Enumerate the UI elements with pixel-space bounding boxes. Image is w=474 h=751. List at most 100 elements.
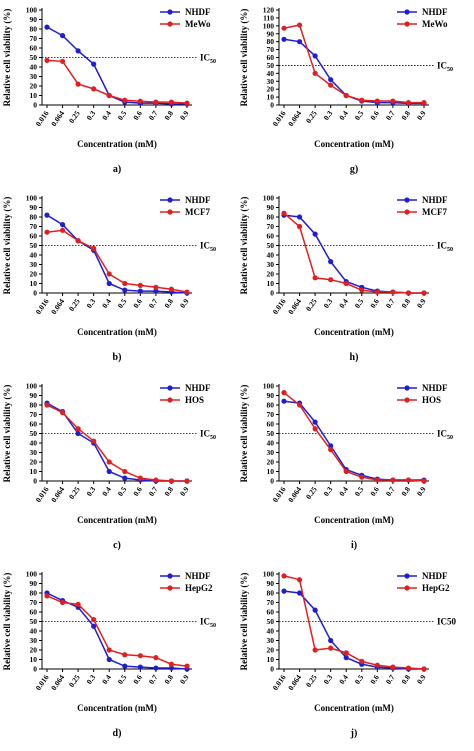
x-axis-title: Concentration (mM) (77, 327, 157, 337)
y-axis-title: Relative cell viability (%) (239, 385, 249, 483)
data-point (312, 53, 318, 59)
data-point (122, 652, 128, 658)
legend-marker (404, 585, 410, 591)
y-tick-label: 20 (267, 85, 275, 94)
data-point (281, 573, 287, 579)
data-point (137, 288, 143, 294)
data-point (122, 468, 128, 475)
y-tick-label: 60 (267, 608, 275, 617)
x-tick-label: 0.064 (286, 297, 303, 316)
x-tick-label: 0.25 (304, 673, 319, 689)
series-line (46, 402, 187, 482)
data-point (184, 663, 190, 669)
reference-label-text: IC (437, 429, 447, 439)
reference-label-sub: 50 (210, 59, 216, 65)
y-tick-label: 60 (267, 232, 275, 241)
y-tick-label: 80 (267, 589, 275, 598)
legend-label: NHDF (185, 571, 211, 581)
data-point (44, 229, 50, 235)
data-point (137, 664, 143, 670)
series-line (283, 24, 424, 104)
x-tick-label: 0.9 (415, 297, 428, 310)
data-point (312, 275, 318, 281)
data-point (281, 25, 287, 31)
reference-label-text: IC (200, 429, 210, 439)
x-tick-label: 0.8 (399, 485, 412, 498)
legend-marker (167, 397, 173, 403)
y-tick-label: 100 (263, 382, 275, 391)
y-tick-label: 10 (30, 91, 38, 100)
data-point (168, 661, 175, 667)
y-tick-label: 60 (30, 232, 38, 241)
data-point (122, 663, 128, 669)
x-tick-label: 0.5 (116, 297, 129, 310)
x-tick-label: 0.3 (85, 673, 98, 686)
x-tick-label: 0.7 (384, 109, 397, 122)
y-tick-label: 90 (267, 29, 275, 38)
reference-label-sub: 50 (447, 67, 453, 73)
data-point (122, 280, 128, 287)
reference-label-sub: 50 (210, 623, 216, 629)
y-tick-label: 110 (263, 13, 274, 22)
x-tick-label: 0.016 (34, 485, 51, 504)
y-tick-label: 90 (30, 15, 38, 24)
y-axis-title: Relative cell viability (%) (239, 197, 249, 295)
x-tick-label: 0.6 (131, 109, 144, 122)
data-point (296, 39, 303, 45)
reference-label: IC50 (200, 429, 216, 442)
data-point (153, 477, 159, 483)
data-point (59, 222, 66, 228)
legend-marker (404, 197, 410, 203)
series-line (283, 212, 424, 294)
y-axis-title: Relative cell viability (%) (2, 197, 12, 295)
y-tick-label: 70 (267, 410, 275, 419)
legend-label: NHDF (185, 7, 211, 17)
data-point (328, 259, 334, 265)
data-point (390, 289, 396, 295)
y-tick-label: 100 (26, 570, 38, 579)
x-tick-label: 0.25 (304, 485, 319, 501)
data-point (106, 271, 112, 277)
y-tick-label: 50 (30, 53, 38, 62)
data-point (75, 48, 81, 54)
y-tick-label: 0 (270, 665, 274, 674)
y-tick-label: 100 (26, 6, 38, 15)
data-point (390, 98, 396, 104)
data-point (59, 33, 66, 39)
x-axis-title: Concentration (mM) (77, 703, 157, 713)
y-tick-label: 30 (30, 72, 38, 81)
data-point (312, 647, 318, 653)
panel-label: c) (113, 540, 121, 551)
y-tick-label: 0 (33, 101, 37, 110)
legend-label: NHDF (185, 383, 211, 393)
x-tick-label: 0.3 (322, 673, 335, 686)
y-tick-label: 40 (267, 439, 275, 448)
panel-label: a) (113, 164, 121, 175)
x-tick-label: 0.064 (49, 109, 66, 128)
legend-label: NHDF (422, 195, 448, 205)
panel-label: h) (350, 352, 359, 363)
x-tick-label: 0.4 (100, 673, 113, 686)
y-tick-label: 40 (267, 69, 275, 78)
data-point (296, 402, 303, 408)
data-point (75, 81, 81, 87)
x-tick-label: 0.8 (399, 109, 412, 122)
legend-label: MeWo (422, 19, 448, 29)
y-tick-label: 50 (30, 241, 38, 250)
x-tick-label: 0.6 (368, 297, 381, 310)
x-tick-label: 0.4 (337, 297, 350, 310)
data-point (312, 426, 318, 432)
data-point (59, 227, 66, 233)
legend-marker (167, 585, 173, 591)
x-tick-label: 0.3 (322, 297, 335, 310)
data-point (296, 214, 303, 220)
data-point (44, 57, 50, 63)
y-tick-label: 10 (267, 655, 275, 664)
x-tick-label: 0.064 (49, 673, 66, 692)
x-tick-label: 0.016 (271, 673, 288, 692)
series-line (283, 575, 425, 670)
data-point (296, 22, 303, 28)
